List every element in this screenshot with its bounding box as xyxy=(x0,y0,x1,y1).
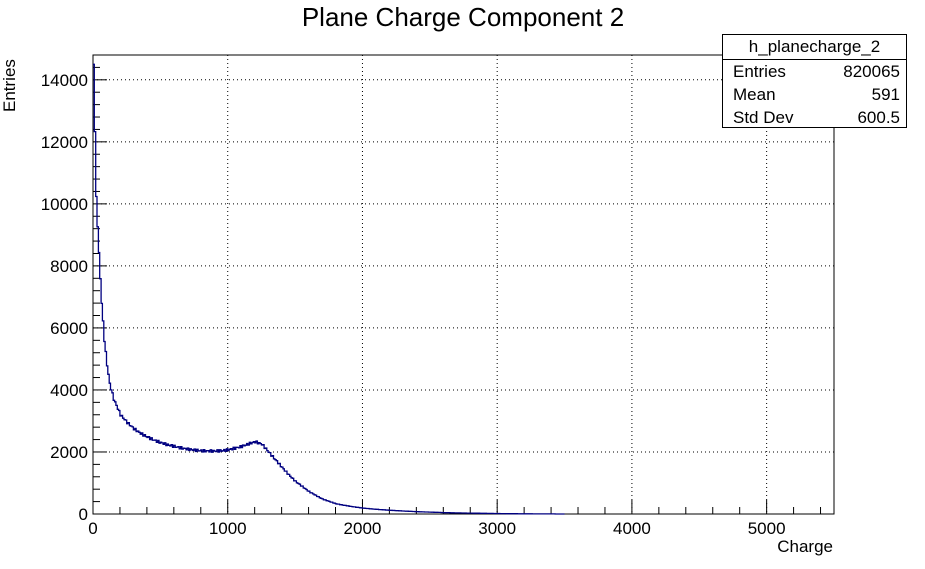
grid xyxy=(93,55,834,514)
x-tick-label: 2000 xyxy=(344,519,382,538)
plot-border xyxy=(92,54,835,515)
y-tick-label: 2000 xyxy=(50,443,88,462)
stats-box: h_planecharge_2 Entries 820065 Mean 591 … xyxy=(722,34,907,128)
x-tick-label: 4000 xyxy=(613,519,651,538)
x-tick-label: 1000 xyxy=(209,519,247,538)
stats-row-std: Std Dev 600.5 xyxy=(723,106,906,129)
stats-entries-value: 820065 xyxy=(843,62,900,81)
y-axis-label: Entries xyxy=(0,59,19,112)
stats-std-value: 600.5 xyxy=(857,108,900,127)
stats-row-entries: Entries 820065 xyxy=(723,60,906,83)
plot-frame xyxy=(92,54,835,515)
stats-std-label: Std Dev xyxy=(733,108,794,127)
stats-mean-label: Mean xyxy=(733,85,776,104)
y-tick-label: 14000 xyxy=(41,71,88,90)
y-tick-label: 0 xyxy=(79,505,88,524)
histogram-series xyxy=(93,63,565,515)
y-tick-label: 10000 xyxy=(41,195,88,214)
stats-histogram-name: h_planecharge_2 xyxy=(723,35,906,60)
x-axis-label: Charge xyxy=(777,537,833,556)
x-tick-label: 5000 xyxy=(748,519,786,538)
stats-mean-value: 591 xyxy=(871,85,900,104)
chart-title: Plane Charge Component 2 xyxy=(302,2,624,32)
stats-row-mean: Mean 591 xyxy=(723,83,906,106)
y-tick-label: 4000 xyxy=(50,381,88,400)
x-tick-label: 3000 xyxy=(478,519,516,538)
axis-ticks: 0 1000 2000 3000 4000 5000 0 2000 4000 6000 8000 10… xyxy=(41,54,822,538)
y-tick-label: 12000 xyxy=(41,133,88,152)
x-tick-label: 0 xyxy=(88,519,97,538)
y-tick-label: 6000 xyxy=(50,319,88,338)
y-tick-label: 8000 xyxy=(50,257,88,276)
stats-entries-label: Entries xyxy=(733,62,786,81)
